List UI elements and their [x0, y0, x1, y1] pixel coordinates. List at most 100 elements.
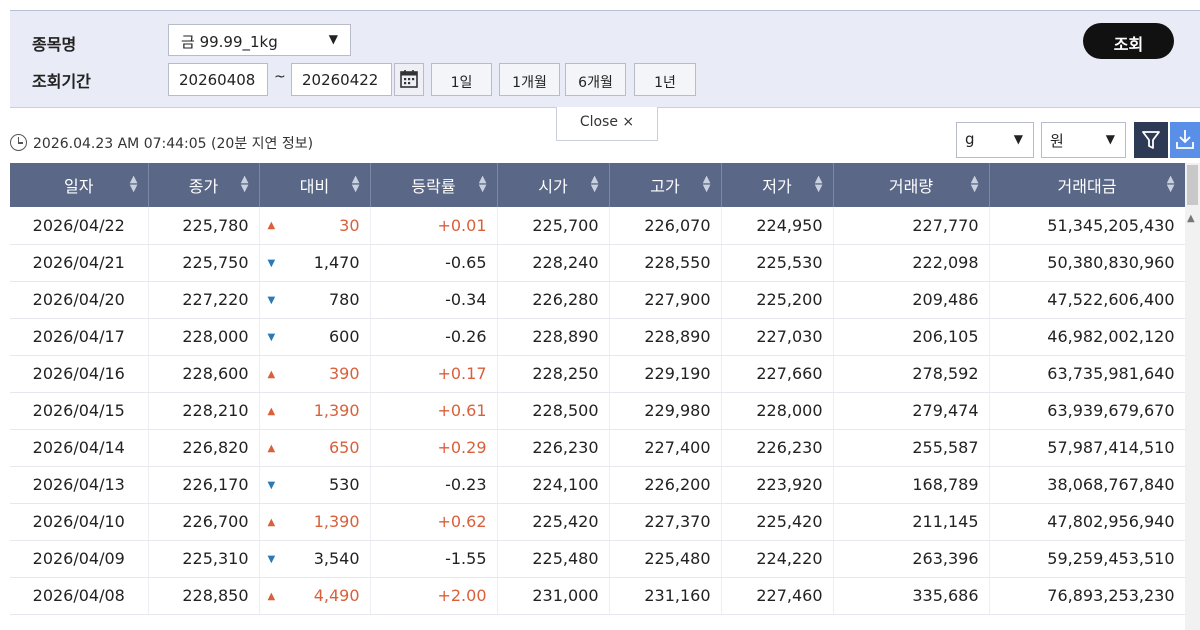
- weight-unit-select[interactable]: g ▼: [956, 122, 1034, 158]
- cell-high: 229,190: [609, 355, 722, 393]
- column-header-high[interactable]: 고가 ▲ ▼: [609, 163, 722, 207]
- change-value: 1,390: [313, 401, 360, 420]
- column-header-label: 고가: [650, 177, 680, 196]
- down-arrow-icon: ▼: [267, 479, 276, 491]
- scroll-up-icon[interactable]: ▲: [1187, 213, 1195, 224]
- cell-change: ▲ 390: [259, 355, 371, 393]
- cell-volume: 222,098: [833, 244, 990, 282]
- sort-icon[interactable]: ▲ ▼: [590, 174, 599, 194]
- up-arrow-icon: ▲: [267, 516, 276, 528]
- column-header-open[interactable]: 시가 ▲ ▼: [497, 163, 610, 207]
- column-header-low[interactable]: 저가 ▲ ▼: [721, 163, 834, 207]
- period-button-1m[interactable]: 1개월: [499, 63, 560, 96]
- table-row[interactable]: 2026/04/13 226,170 ▼ 530 -0.23 224,100 226,200…: [10, 466, 1186, 504]
- cell-close: 225,750: [148, 244, 260, 282]
- cell-date: 2026/04/09: [10, 540, 149, 578]
- download-button[interactable]: [1170, 122, 1200, 158]
- cell-low: 224,220: [721, 540, 834, 578]
- cell-open: 231,000: [497, 577, 610, 615]
- calendar-icon: [400, 70, 418, 88]
- clock-icon: [10, 134, 27, 151]
- table-row[interactable]: 2026/04/20 227,220 ▼ 780 -0.34 226,280 227,900…: [10, 281, 1186, 319]
- sort-icon[interactable]: ▲ ▼: [1166, 174, 1175, 194]
- cell-close: 226,170: [148, 466, 260, 504]
- column-header-date[interactable]: 일자 ▲ ▼: [10, 163, 149, 207]
- cell-open: 226,280: [497, 281, 610, 319]
- column-header-rate[interactable]: 등락률 ▲ ▼: [370, 163, 498, 207]
- column-header-close[interactable]: 종가 ▲ ▼: [148, 163, 260, 207]
- cell-amount: 47,802,956,940: [989, 503, 1186, 541]
- up-arrow-icon: ▲: [267, 405, 276, 417]
- table-row[interactable]: 2026/04/10 226,700 ▲ 1,390 +0.62 225,420 227,3…: [10, 503, 1186, 541]
- down-arrow-icon: ▼: [267, 257, 276, 269]
- cell-date: 2026/04/14: [10, 429, 149, 467]
- table-row[interactable]: 2026/04/22 225,780 ▲ 30 +0.01 225,700 226,070 2…: [10, 207, 1186, 245]
- cell-change: ▼ 530: [259, 466, 371, 504]
- column-header-change[interactable]: 대비 ▲ ▼: [259, 163, 371, 207]
- table-row[interactable]: 2026/04/21 225,750 ▼ 1,470 -0.65 228,240 228,5…: [10, 244, 1186, 282]
- cell-volume: 255,587: [833, 429, 990, 467]
- cell-rate: -0.34: [370, 281, 498, 319]
- cell-amount: 46,982,002,120: [989, 318, 1186, 356]
- cell-open: 226,230: [497, 429, 610, 467]
- column-header-amount[interactable]: 거래대금 ▲ ▼: [989, 163, 1186, 207]
- cell-date: 2026/04/20: [10, 281, 149, 319]
- change-value: 3,540: [313, 549, 360, 568]
- close-panel-button[interactable]: Close ×: [556, 107, 658, 141]
- query-button[interactable]: 조회: [1083, 23, 1174, 59]
- date-from-input[interactable]: 20260408: [168, 63, 268, 96]
- sort-icon[interactable]: ▲ ▼: [970, 174, 979, 194]
- table-row[interactable]: 2026/04/14 226,820 ▲ 650 +0.29 226,230 227,400…: [10, 429, 1186, 467]
- period-button-1d[interactable]: 1일: [431, 63, 492, 96]
- sort-icon[interactable]: ▲ ▼: [129, 174, 138, 194]
- period-button-6m[interactable]: 6개월: [565, 63, 626, 96]
- cell-low: 228,000: [721, 392, 834, 430]
- column-header-volume[interactable]: 거래량 ▲ ▼: [833, 163, 990, 207]
- date-to-input[interactable]: 20260422: [291, 63, 392, 96]
- cell-high: 229,980: [609, 392, 722, 430]
- cell-high: 226,070: [609, 207, 722, 245]
- column-header-label: 일자: [64, 177, 94, 196]
- period-label: 조회기간: [32, 72, 91, 91]
- cell-low: 225,530: [721, 244, 834, 282]
- calendar-button[interactable]: [394, 63, 424, 96]
- cell-amount: 51,345,205,430: [989, 207, 1186, 245]
- cell-open: 225,480: [497, 540, 610, 578]
- cell-volume: 211,145: [833, 503, 990, 541]
- cell-volume: 279,474: [833, 392, 990, 430]
- cell-high: 228,550: [609, 244, 722, 282]
- cell-amount: 38,068,767,840: [989, 466, 1186, 504]
- change-value: 30: [339, 215, 360, 235]
- table-row[interactable]: 2026/04/08 228,850 ▲ 4,490 +2.00 231,000 231,1…: [10, 577, 1186, 615]
- period-button-1y[interactable]: 1년: [634, 63, 696, 96]
- cell-date: 2026/04/10: [10, 503, 149, 541]
- cell-high: 227,400: [609, 429, 722, 467]
- sort-icon[interactable]: ▲ ▼: [351, 174, 360, 194]
- sort-icon[interactable]: ▲ ▼: [240, 174, 249, 194]
- cell-change: ▼ 3,540: [259, 540, 371, 578]
- cell-change: ▲ 1,390: [259, 392, 371, 430]
- cell-low: 224,950: [721, 207, 834, 245]
- search-panel: 종목명 조회기간 금 99.99_1kg ▼ 20260408 ~ 202604…: [10, 10, 1200, 108]
- table-row[interactable]: 2026/04/09 225,310 ▼ 3,540 -1.55 225,480 225,4…: [10, 540, 1186, 578]
- column-header-label: 등락률: [411, 177, 456, 196]
- cell-high: 228,890: [609, 318, 722, 356]
- currency-unit-select[interactable]: 원 ▼: [1041, 122, 1126, 158]
- item-select[interactable]: 금 99.99_1kg ▼: [168, 24, 351, 56]
- cell-close: 227,220: [148, 281, 260, 319]
- scrollbar-thumb[interactable]: [1187, 165, 1198, 205]
- caret-down-icon: ▼: [1105, 132, 1115, 146]
- table-row[interactable]: 2026/04/15 228,210 ▲ 1,390 +0.61 228,500 229,9…: [10, 392, 1186, 430]
- vertical-scrollbar[interactable]: ▲: [1185, 163, 1200, 630]
- sort-icon[interactable]: ▲ ▼: [702, 174, 711, 194]
- cell-close: 228,210: [148, 392, 260, 430]
- column-header-label: 거래량: [888, 177, 934, 196]
- cell-low: 227,660: [721, 355, 834, 393]
- cell-high: 227,370: [609, 503, 722, 541]
- table-row[interactable]: 2026/04/16 228,600 ▲ 390 +0.17 228,250 229,190…: [10, 355, 1186, 393]
- change-value: 1,470: [313, 253, 360, 272]
- sort-icon[interactable]: ▲ ▼: [814, 174, 823, 194]
- table-row[interactable]: 2026/04/17 228,000 ▼ 600 -0.26 228,890 228,890…: [10, 318, 1186, 356]
- filter-button[interactable]: [1134, 122, 1168, 158]
- sort-icon[interactable]: ▲ ▼: [478, 174, 487, 194]
